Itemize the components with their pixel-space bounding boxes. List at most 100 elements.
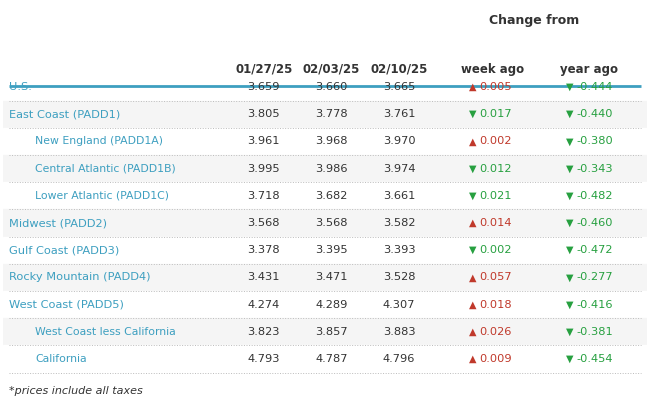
Text: 3.431: 3.431 xyxy=(248,272,280,282)
Bar xyxy=(3,74,647,101)
Text: ▼: ▼ xyxy=(566,272,573,282)
Text: West Coast (PADD5): West Coast (PADD5) xyxy=(9,300,124,310)
Text: ▼: ▼ xyxy=(566,327,573,337)
Text: 3.805: 3.805 xyxy=(248,109,280,119)
Text: New England (PADD1A): New England (PADD1A) xyxy=(35,136,163,146)
Text: -0.444: -0.444 xyxy=(577,82,613,92)
Text: 02/03/25: 02/03/25 xyxy=(303,63,360,76)
Text: 3.974: 3.974 xyxy=(383,164,415,174)
Text: ▼: ▼ xyxy=(469,191,476,201)
Text: -0.440: -0.440 xyxy=(577,109,613,119)
Text: ▼: ▼ xyxy=(566,191,573,201)
Text: 4.274: 4.274 xyxy=(248,300,280,310)
Bar xyxy=(3,264,647,291)
Text: 0.012: 0.012 xyxy=(480,164,512,174)
Text: 0.018: 0.018 xyxy=(480,300,512,310)
Text: 0.002: 0.002 xyxy=(480,245,512,255)
Text: Midwest (PADD2): Midwest (PADD2) xyxy=(9,218,107,228)
Text: 3.961: 3.961 xyxy=(248,136,280,146)
Text: 3.823: 3.823 xyxy=(248,327,280,337)
Bar xyxy=(3,101,647,128)
Text: 3.528: 3.528 xyxy=(383,272,415,282)
Text: California: California xyxy=(35,354,86,364)
Text: 0.026: 0.026 xyxy=(480,327,512,337)
Text: ▲: ▲ xyxy=(469,218,476,228)
Text: 0.057: 0.057 xyxy=(480,272,512,282)
Text: ▼: ▼ xyxy=(566,354,573,364)
Text: 4.796: 4.796 xyxy=(383,354,415,364)
Text: ▼: ▼ xyxy=(566,136,573,146)
Text: East Coast (PADD1): East Coast (PADD1) xyxy=(9,109,120,119)
Text: 3.378: 3.378 xyxy=(248,245,280,255)
Bar xyxy=(3,318,647,345)
Text: ▼: ▼ xyxy=(469,109,476,119)
Text: 3.761: 3.761 xyxy=(383,109,415,119)
Text: 0.002: 0.002 xyxy=(480,136,512,146)
Text: 0.017: 0.017 xyxy=(480,109,512,119)
Text: 3.661: 3.661 xyxy=(383,191,415,201)
Bar xyxy=(3,291,647,318)
Text: 3.857: 3.857 xyxy=(315,327,348,337)
Text: ▼: ▼ xyxy=(566,300,573,310)
Text: 01/27/25: 01/27/25 xyxy=(235,63,292,76)
Text: ▼: ▼ xyxy=(566,164,573,174)
Text: 3.659: 3.659 xyxy=(248,82,280,92)
Text: 4.793: 4.793 xyxy=(248,354,280,364)
Text: 3.883: 3.883 xyxy=(383,327,415,337)
Text: ▼: ▼ xyxy=(566,218,573,228)
Bar xyxy=(3,128,647,155)
Text: 3.393: 3.393 xyxy=(383,245,415,255)
Text: 3.660: 3.660 xyxy=(315,82,348,92)
Bar xyxy=(3,345,647,372)
Text: Central Atlantic (PADD1B): Central Atlantic (PADD1B) xyxy=(35,164,176,174)
Text: 3.970: 3.970 xyxy=(383,136,415,146)
Text: year ago: year ago xyxy=(560,63,618,76)
Text: 4.307: 4.307 xyxy=(383,300,415,310)
Text: 3.568: 3.568 xyxy=(248,218,280,228)
Bar xyxy=(3,155,647,182)
Text: *prices include all taxes: *prices include all taxes xyxy=(9,386,143,396)
Text: Change from: Change from xyxy=(489,14,580,28)
Text: -0.454: -0.454 xyxy=(577,354,613,364)
Text: 3.568: 3.568 xyxy=(315,218,348,228)
Text: -0.381: -0.381 xyxy=(577,327,613,337)
Text: ▲: ▲ xyxy=(469,354,476,364)
Text: 0.021: 0.021 xyxy=(480,191,512,201)
Text: ▲: ▲ xyxy=(469,82,476,92)
Text: ▼: ▼ xyxy=(566,109,573,119)
Text: Gulf Coast (PADD3): Gulf Coast (PADD3) xyxy=(9,245,120,255)
Text: ▼: ▼ xyxy=(469,164,476,174)
Text: 3.582: 3.582 xyxy=(383,218,415,228)
Text: ▲: ▲ xyxy=(469,136,476,146)
Text: 4.787: 4.787 xyxy=(315,354,348,364)
Text: Rocky Mountain (PADD4): Rocky Mountain (PADD4) xyxy=(9,272,151,282)
Text: ▲: ▲ xyxy=(469,300,476,310)
Text: 0.005: 0.005 xyxy=(480,82,512,92)
Text: -0.380: -0.380 xyxy=(577,136,613,146)
Text: -0.460: -0.460 xyxy=(577,218,613,228)
Text: ▼: ▼ xyxy=(469,245,476,255)
Text: 3.968: 3.968 xyxy=(315,136,348,146)
Text: -0.482: -0.482 xyxy=(577,191,613,201)
Text: week ago: week ago xyxy=(461,63,524,76)
Text: ▼: ▼ xyxy=(566,245,573,255)
Text: 0.014: 0.014 xyxy=(480,218,512,228)
Bar xyxy=(3,182,647,210)
Text: West Coast less California: West Coast less California xyxy=(35,327,176,337)
Text: 0.009: 0.009 xyxy=(480,354,512,364)
Text: ▲: ▲ xyxy=(469,327,476,337)
Text: 4.289: 4.289 xyxy=(315,300,348,310)
Text: 3.471: 3.471 xyxy=(315,272,348,282)
Text: -0.343: -0.343 xyxy=(577,164,613,174)
Text: 3.718: 3.718 xyxy=(248,191,280,201)
Bar xyxy=(3,237,647,264)
Text: Lower Atlantic (PADD1C): Lower Atlantic (PADD1C) xyxy=(35,191,169,201)
Text: 3.665: 3.665 xyxy=(383,82,415,92)
Text: 3.682: 3.682 xyxy=(315,191,348,201)
Text: 3.778: 3.778 xyxy=(315,109,348,119)
Text: -0.416: -0.416 xyxy=(577,300,613,310)
Text: U.S.: U.S. xyxy=(9,82,32,92)
Text: ▲: ▲ xyxy=(469,272,476,282)
Text: 02/10/25: 02/10/25 xyxy=(370,63,428,76)
Text: 3.995: 3.995 xyxy=(248,164,280,174)
